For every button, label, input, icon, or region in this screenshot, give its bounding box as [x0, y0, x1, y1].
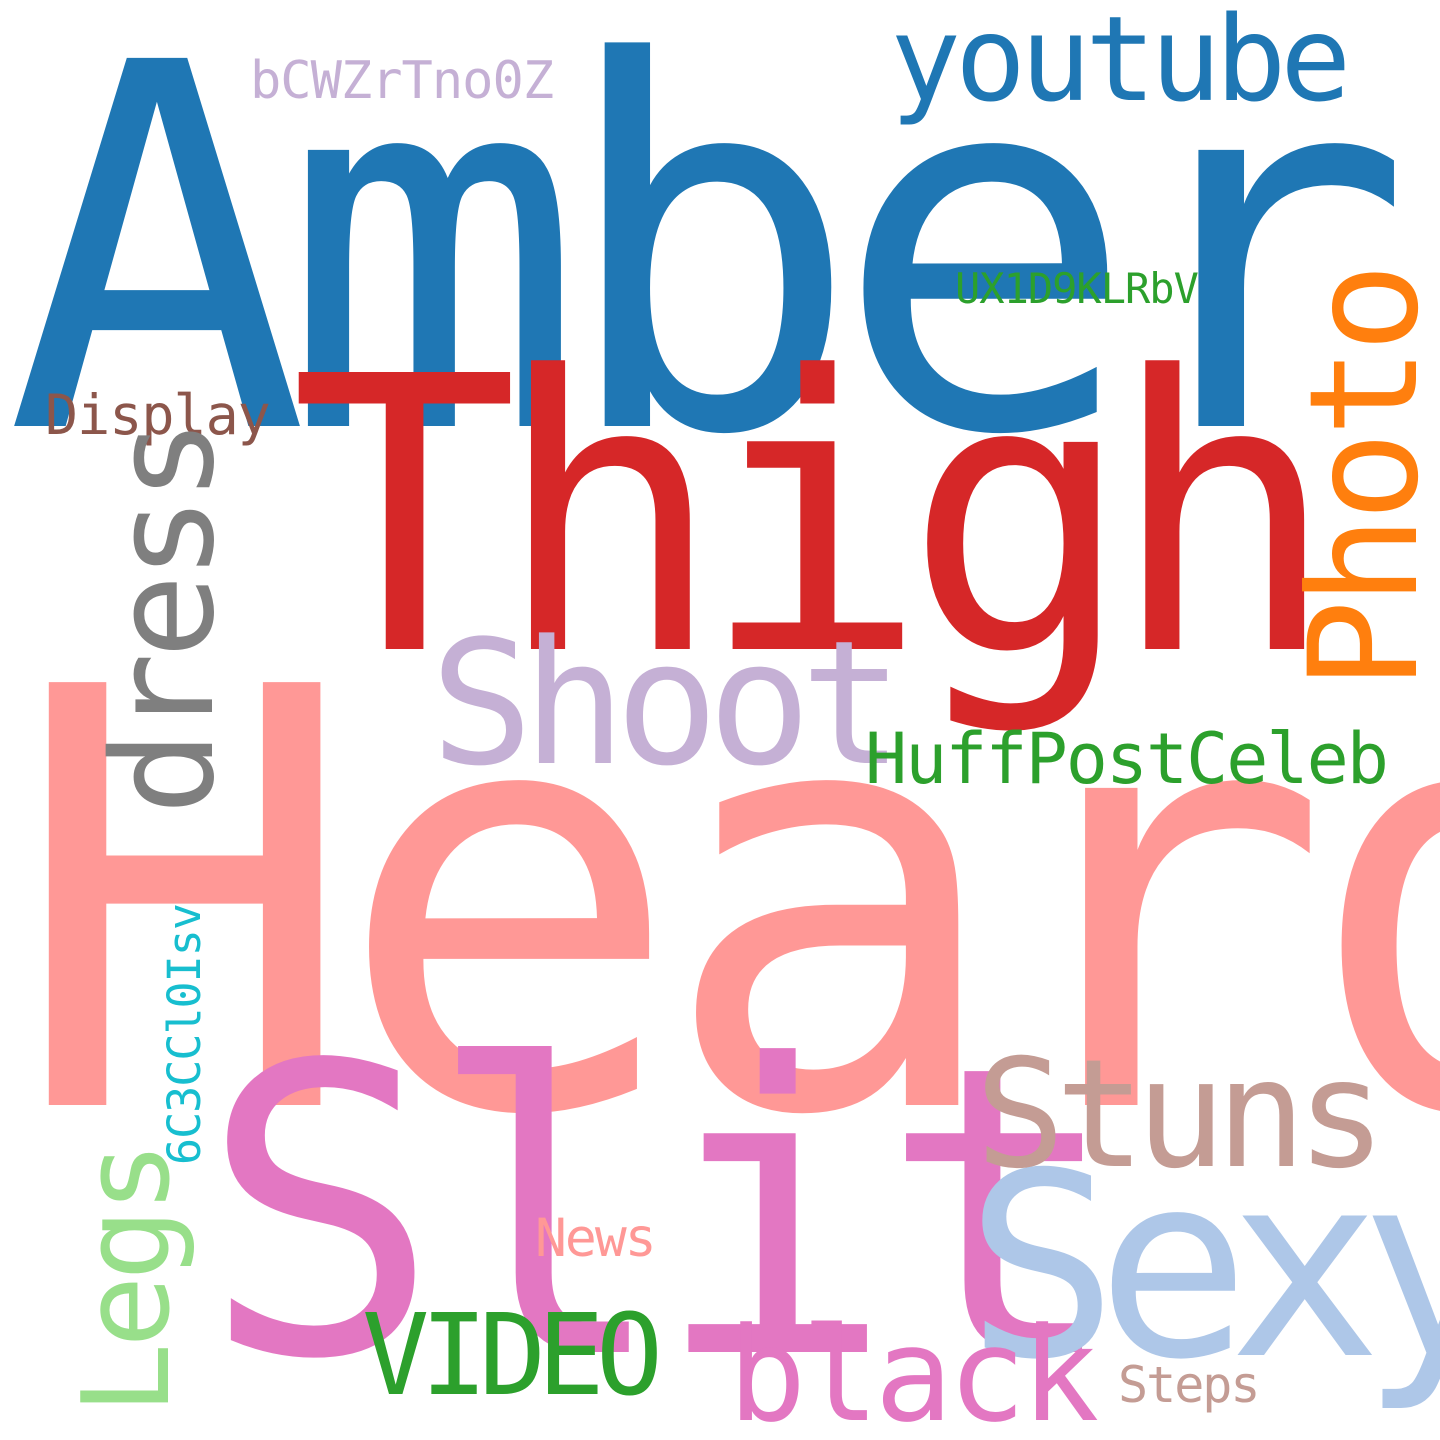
word-video: VIDEO	[362, 1291, 663, 1421]
word-stuns: Stuns	[975, 1028, 1387, 1202]
word-6c3ccl0isv: 6C3CCl0Isv	[158, 904, 211, 1165]
word-ux1d9klrbv: UX1D9KLRbV	[955, 264, 1199, 313]
word-news: News	[535, 1208, 657, 1269]
word-display: Display	[45, 383, 271, 447]
word-thigh: Thigh	[290, 296, 1338, 739]
word-bcwzrtno0z: bCWZrTno0Z	[250, 51, 554, 111]
word-slit: Slit	[200, 982, 1121, 1440]
word-heard: Heard	[10, 567, 1440, 1242]
word-youtube: youtube	[890, 0, 1351, 128]
word-legs: Legs	[58, 1146, 197, 1415]
word-amber: Amber	[5, 0, 1413, 546]
word-black: black	[728, 1299, 1099, 1440]
word-photo: Photo	[1278, 268, 1440, 690]
word-huffpostceleb: HuffPostCeleb	[865, 718, 1389, 800]
word-dress: dress	[83, 423, 246, 815]
word-sexy: Sexy	[965, 1119, 1440, 1416]
word-steps: Steps	[1118, 1356, 1261, 1414]
word-shoot: Shoot	[430, 603, 904, 804]
